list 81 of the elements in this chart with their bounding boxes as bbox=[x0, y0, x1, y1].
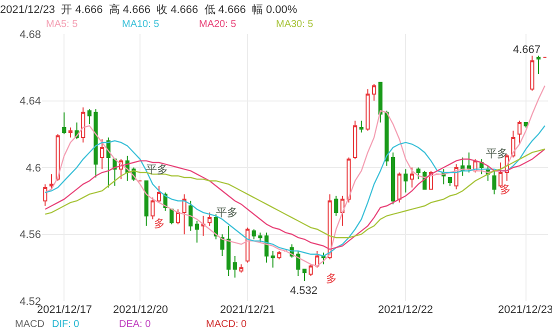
annotation: 多 bbox=[154, 218, 165, 230]
text: MA30: 5 bbox=[276, 19, 314, 30]
candlestick bbox=[296, 250, 300, 276]
candlestick bbox=[346, 156, 351, 204]
candlestick bbox=[466, 152, 471, 174]
annotation: 平多 bbox=[216, 207, 238, 219]
candlestick bbox=[270, 250, 275, 268]
candlestick bbox=[182, 194, 186, 235]
candlestick bbox=[87, 108, 92, 125]
candlestick bbox=[62, 112, 66, 135]
candlestick bbox=[530, 55, 534, 92]
x-tick-label: 2021/12/21 bbox=[220, 304, 276, 316]
candlestick bbox=[49, 174, 54, 190]
candlestick bbox=[208, 212, 212, 226]
candlestick bbox=[150, 197, 155, 220]
candlestick bbox=[252, 228, 256, 240]
text: MA20: 5 bbox=[199, 19, 237, 30]
candlestick bbox=[232, 255, 237, 278]
y-tick-label: 4.64 bbox=[20, 96, 41, 108]
text: MA5: 5 bbox=[46, 19, 78, 30]
y-tick-label: 4.68 bbox=[20, 28, 41, 41]
x-tick-label: 2021/12/17 bbox=[37, 304, 92, 316]
line-series bbox=[44, 125, 546, 257]
candlestick bbox=[56, 134, 60, 182]
candlestick bbox=[353, 120, 358, 160]
candlestick bbox=[144, 180, 148, 226]
text: MACD bbox=[15, 319, 44, 330]
candlestick bbox=[372, 84, 376, 102]
chart-title: 2021/12/23 开 4.666 高 4.666 收 4.666 低 4.666 幅 0.00% bbox=[0, 2, 298, 16]
candlestick bbox=[416, 167, 420, 180]
candlestick bbox=[94, 108, 98, 178]
candlestick bbox=[220, 234, 224, 256]
candlestick bbox=[246, 227, 250, 264]
candlestick bbox=[277, 250, 282, 260]
candlestick bbox=[340, 195, 344, 226]
y-tick-label: 4.6 bbox=[26, 162, 41, 174]
candlestick bbox=[366, 88, 370, 132]
text: DEA: 0 bbox=[119, 319, 152, 330]
candlestick bbox=[378, 82, 382, 123]
candlestick bbox=[410, 167, 414, 188]
candlestick bbox=[214, 214, 218, 240]
candlestick bbox=[239, 264, 244, 274]
text: MA10: 5 bbox=[122, 19, 160, 30]
candlestick bbox=[226, 225, 231, 276]
x-tick-label: 2021/12/20 bbox=[113, 304, 168, 316]
text: MACD: 0 bbox=[206, 319, 247, 330]
candlestick bbox=[43, 184, 48, 206]
annotation: 平多 bbox=[486, 148, 508, 160]
candlestick bbox=[170, 208, 174, 225]
candlestick bbox=[258, 232, 262, 244]
candlestick bbox=[448, 177, 452, 186]
candlestick bbox=[100, 138, 104, 170]
x-tick-label: 2021/12/22 bbox=[378, 304, 434, 316]
annotation: 4.667 bbox=[513, 44, 541, 56]
candlestick bbox=[384, 110, 389, 166]
y-tick-label: 4.56 bbox=[20, 229, 41, 242]
candlestick bbox=[201, 215, 206, 236]
candlestick bbox=[536, 55, 541, 75]
line-series bbox=[44, 85, 546, 267]
candlestick bbox=[308, 264, 313, 276]
candlestick bbox=[194, 220, 200, 244]
candlestick bbox=[302, 268, 307, 282]
candlestick bbox=[524, 122, 528, 128]
candlestick bbox=[359, 120, 364, 133]
candlestick bbox=[81, 106, 86, 143]
candlestick bbox=[321, 252, 326, 265]
annotation: 4.532 bbox=[290, 285, 318, 297]
candlestick bbox=[397, 172, 402, 204]
candlestick bbox=[176, 208, 180, 225]
text: DIF: 0 bbox=[52, 319, 80, 330]
candlestick bbox=[390, 152, 396, 205]
candlestick bbox=[68, 126, 73, 138]
candlestick bbox=[492, 170, 496, 195]
candlestick bbox=[404, 168, 408, 194]
candlestick bbox=[188, 200, 193, 232]
annotation: 平多 bbox=[146, 164, 168, 176]
candlestick bbox=[156, 185, 162, 204]
annotation: 多 bbox=[326, 273, 337, 285]
candlestick bbox=[517, 120, 522, 145]
annotation: 多 bbox=[500, 184, 511, 196]
candlestick bbox=[334, 195, 338, 216]
